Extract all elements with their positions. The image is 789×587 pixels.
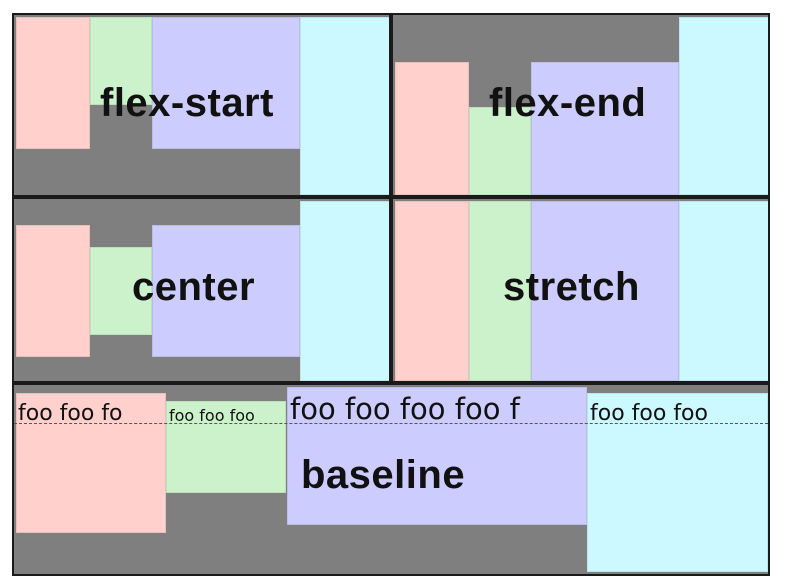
item-cyan	[300, 17, 389, 195]
item-pink	[16, 225, 90, 357]
flex-start-label: flex-start	[100, 81, 274, 125]
item-cyan	[587, 393, 768, 572]
item-cyan	[679, 17, 768, 195]
item-pink	[395, 201, 469, 381]
item-green	[469, 201, 531, 381]
item-lavender	[531, 201, 679, 381]
panel-center: center	[12, 197, 391, 383]
item-lavender	[152, 225, 300, 357]
item-cyan	[300, 201, 389, 381]
baseline-text-cyan: foo foo foo	[590, 403, 708, 425]
item-pink	[395, 62, 469, 195]
baseline-text-lavender: foo foo foo foo f	[290, 395, 520, 424]
baseline-text-pink: foo foo fo	[18, 403, 123, 425]
baseline-text-green: foo foo foo	[169, 408, 255, 424]
item-lavender	[152, 17, 300, 149]
item-cyan	[679, 201, 768, 381]
center-label: center	[132, 265, 256, 309]
panel-flex-end: flex-end	[391, 13, 770, 197]
baseline-label: baseline	[301, 453, 466, 497]
panel-baseline: foo foo fo foo foo foo foo foo foo foo f…	[12, 383, 770, 576]
item-green	[166, 401, 286, 493]
item-green	[90, 247, 152, 335]
panel-stretch: stretch	[391, 197, 770, 383]
item-green	[90, 17, 152, 105]
baseline-guide-line	[14, 423, 768, 424]
panel-flex-start: flex-start	[12, 13, 391, 197]
item-green	[469, 107, 531, 195]
item-lavender	[287, 387, 587, 525]
item-pink	[16, 17, 90, 149]
stretch-label: stretch	[503, 265, 640, 309]
flex-end-label: flex-end	[489, 81, 647, 125]
item-lavender	[531, 62, 679, 195]
item-pink	[16, 393, 166, 533]
